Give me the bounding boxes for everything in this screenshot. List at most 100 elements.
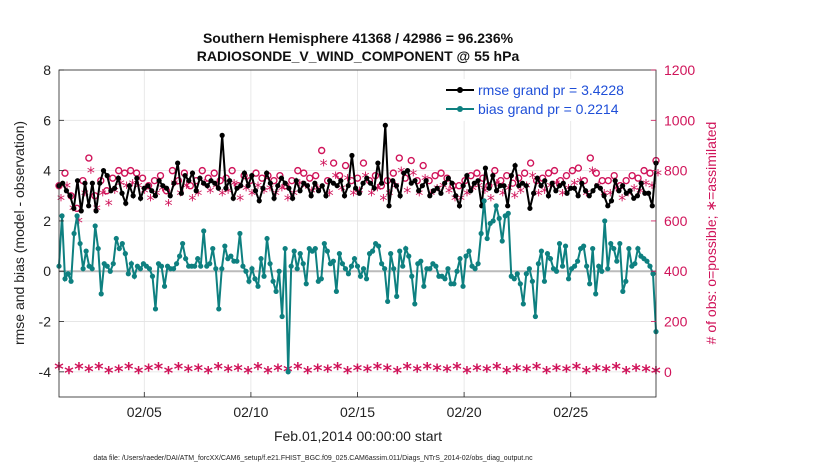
obs-possible-marker <box>389 169 398 177</box>
obs-assimilated-high-marker: * <box>63 178 71 197</box>
rmse-point <box>112 185 118 191</box>
rmse-point <box>327 178 333 184</box>
bias-point <box>255 283 261 289</box>
bias-point <box>457 256 463 262</box>
obs-assimilated-marker: * <box>611 359 621 380</box>
obs-assimilated-marker: * <box>452 359 462 380</box>
rmse-point <box>78 208 84 214</box>
rmse-point <box>238 183 244 189</box>
rmse-point <box>430 188 437 194</box>
obs-possible-marker <box>604 176 612 185</box>
bias-point <box>623 278 629 284</box>
obs-assimilated-high-marker: * <box>141 183 149 202</box>
obs-possible-marker <box>210 169 218 177</box>
rmse-point <box>631 195 637 201</box>
rmse-point <box>568 185 574 191</box>
y2-tick-label: 200 <box>664 314 688 330</box>
bias-point <box>345 271 352 277</box>
y-tick-label: 2 <box>43 213 51 229</box>
bias-point <box>318 276 324 282</box>
rmse-point <box>597 185 603 191</box>
rmse-point <box>189 170 196 176</box>
rmse-point <box>293 178 299 184</box>
bias-point <box>252 276 258 282</box>
obs-assimilated-high-marker: * <box>129 175 137 194</box>
bias-point <box>451 281 457 287</box>
rmse-point <box>264 170 270 176</box>
bias-point <box>400 263 406 269</box>
bias-point <box>246 278 252 284</box>
rmse-point <box>67 193 73 199</box>
bias-point <box>605 266 611 272</box>
obs-assimilated-high-marker: * <box>630 180 638 199</box>
rmse-point <box>608 198 615 204</box>
obs-assimilated-marker: * <box>422 359 432 380</box>
obs-possible-marker <box>646 169 654 177</box>
bias-point <box>445 266 451 272</box>
rmse-point <box>249 173 255 179</box>
obs-possible-marker <box>198 166 206 175</box>
x-tick-label: 02/05 <box>127 404 162 420</box>
obs-assimilated-marker: * <box>74 359 84 380</box>
obs-assimilated-marker: * <box>164 363 174 384</box>
obs-assimilated-high-marker: * <box>320 155 328 174</box>
obs-assimilated-marker: * <box>273 360 283 381</box>
rmse-point <box>152 193 159 199</box>
y2-axis-label: # of obs: o=possible; ∗=assimilated <box>703 122 719 345</box>
rmse-point <box>201 180 207 186</box>
obs-assimilated-marker: * <box>373 359 383 380</box>
rmse-point <box>63 188 70 194</box>
bias-point <box>219 266 225 272</box>
bias-point <box>559 263 566 269</box>
rmse-point <box>234 185 240 191</box>
obs-assimilated-high-marker: * <box>588 163 596 182</box>
obs-possible-marker <box>568 166 577 175</box>
obs-assimilated-high-marker: * <box>451 191 459 210</box>
bias-point <box>180 240 186 247</box>
bias-point <box>201 228 207 234</box>
bias-point <box>421 283 427 289</box>
rmse-point <box>649 203 655 209</box>
rmse-point <box>115 175 121 181</box>
bias-point <box>584 263 590 269</box>
obs-assimilated-marker: * <box>313 360 323 381</box>
y-tick-label: 8 <box>43 62 51 78</box>
bias-point <box>336 251 343 257</box>
obs-possible-marker <box>312 171 320 180</box>
obs-possible-marker <box>294 166 302 175</box>
rmse-point <box>226 178 233 184</box>
series-rmse <box>56 122 659 214</box>
y-tick-label: 4 <box>43 163 51 179</box>
rmse-point <box>86 203 92 209</box>
obs-assimilated-marker: * <box>64 363 74 384</box>
obs-assimilated-marker: * <box>472 360 482 381</box>
rmse-point <box>601 193 607 199</box>
bias-point <box>382 266 388 272</box>
bias-point <box>532 313 538 320</box>
rmse-point <box>175 160 181 166</box>
obs-possible-marker <box>544 169 553 177</box>
bias-point <box>593 291 599 297</box>
obs-assimilated-high-marker: * <box>612 180 620 199</box>
rmse-point <box>167 193 173 199</box>
y2-tick-label: 800 <box>664 163 688 179</box>
rmse-point <box>349 152 355 159</box>
bias-point <box>632 261 638 267</box>
bias-point <box>553 268 560 274</box>
y-tick-label: 0 <box>43 263 51 279</box>
bias-point <box>131 273 137 279</box>
rmse-point <box>427 193 433 199</box>
bias-point <box>514 271 520 277</box>
obs-assimilated-marker: * <box>512 360 522 381</box>
obs-possible-marker <box>317 146 326 155</box>
rmse-point <box>616 188 622 194</box>
obs-possible-marker <box>473 169 481 177</box>
rmse-point <box>453 193 459 199</box>
y-tick-label: 6 <box>43 112 51 128</box>
obs-assimilated-high-marker: * <box>558 186 566 205</box>
bias-point <box>394 293 400 299</box>
obs-assimilated-marker: * <box>621 363 631 384</box>
obs-assimilated-high-marker: * <box>493 175 501 194</box>
obs-assimilated-marker: * <box>293 359 303 380</box>
y2-tick-label: 1000 <box>664 112 695 128</box>
